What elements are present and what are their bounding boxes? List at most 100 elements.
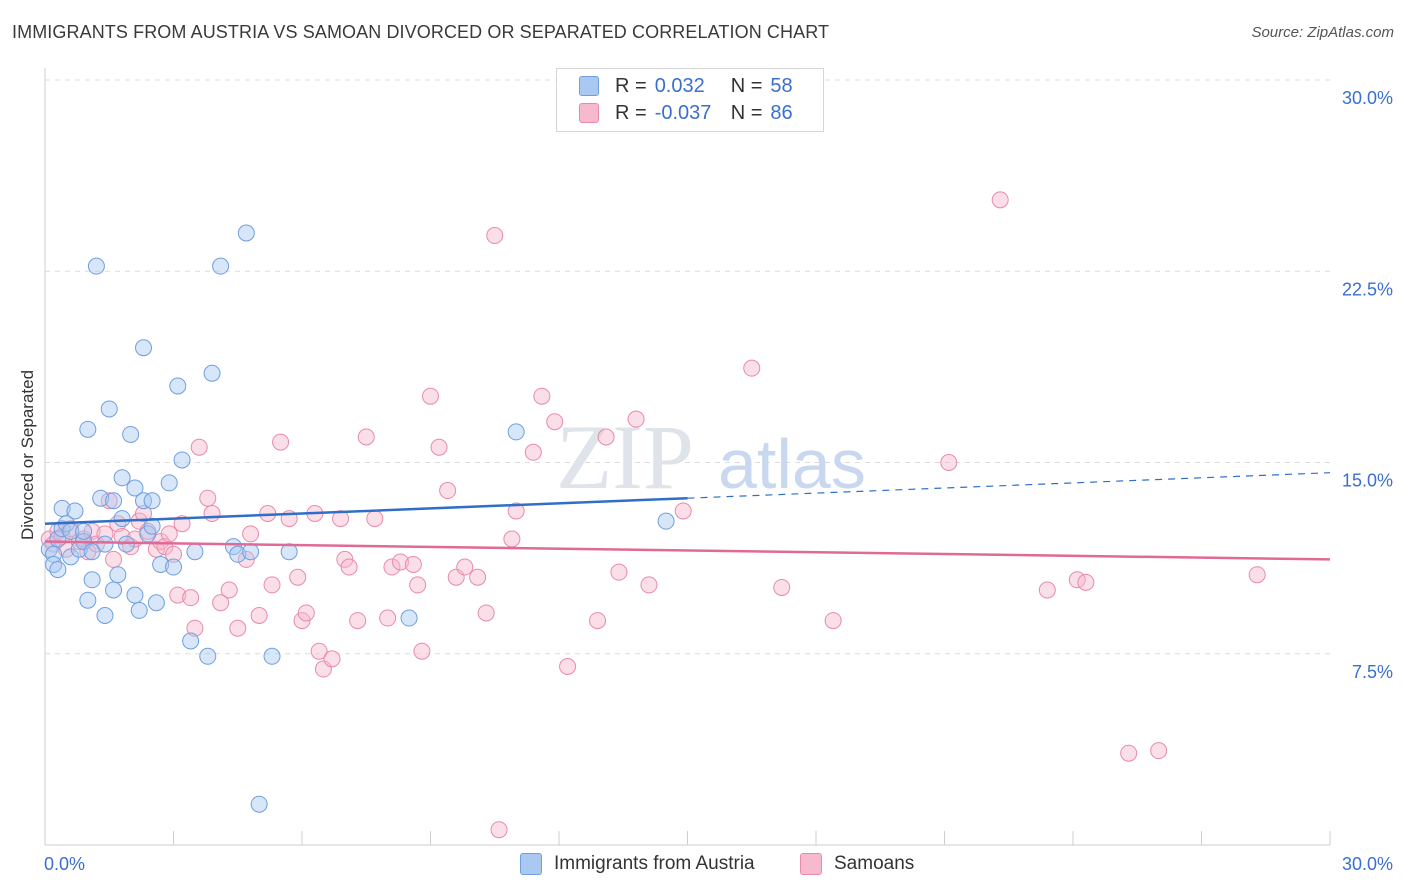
samoan-point	[1038, 581, 1056, 599]
samoan-point	[456, 558, 474, 576]
samoan-point	[323, 650, 341, 668]
r-label: R =	[615, 101, 647, 124]
samoan-point	[490, 821, 508, 839]
austria-point	[186, 543, 204, 561]
austria-point	[87, 257, 105, 275]
samoan-point	[383, 558, 401, 576]
austria-point	[169, 377, 187, 395]
samoan-point	[250, 607, 268, 624]
samoan-point	[340, 558, 358, 576]
x-tick-label: 0.0%	[44, 854, 85, 874]
austria-point	[83, 543, 101, 561]
austria-point	[135, 339, 153, 357]
samoan-point	[409, 576, 427, 594]
r-label: R =	[615, 74, 647, 97]
samoan-point	[105, 550, 123, 568]
austria-point	[224, 538, 242, 556]
austria-point	[83, 571, 101, 589]
samoan-point	[991, 191, 1009, 209]
austria-point	[135, 492, 153, 510]
legend-row-austria: R = 0.032 N = 58	[579, 74, 793, 98]
samoan-point	[293, 612, 311, 630]
samoan-point	[182, 589, 200, 607]
watermark-zip: ZIP	[556, 406, 694, 508]
austria-point	[75, 522, 93, 540]
samoan-point	[422, 387, 439, 405]
austria-point	[507, 423, 525, 441]
austria-point	[160, 474, 178, 492]
correlation-legend: R = 0.032 N = 58 R = -0.037 N = 86	[556, 68, 824, 132]
bottom-legend-austria: Immigrants from Austria	[520, 852, 755, 876]
samoan-point	[559, 658, 577, 675]
samoan-point	[242, 525, 260, 543]
samoan-point	[263, 576, 281, 594]
samoan-point	[190, 438, 208, 456]
austria-point	[237, 224, 255, 242]
samoan-points	[40, 191, 1266, 839]
austria-point	[49, 561, 67, 579]
austria-point	[117, 535, 135, 553]
austria-point	[126, 586, 144, 604]
samoan-point	[379, 609, 397, 627]
austria-point	[199, 647, 217, 665]
austria-point	[96, 607, 114, 624]
austria-point	[143, 492, 161, 510]
austria-point	[126, 479, 144, 497]
samoan-point	[413, 642, 431, 660]
austria-point	[242, 543, 260, 561]
austria-point	[173, 451, 191, 469]
samoan-point	[289, 568, 307, 586]
austria-point	[79, 420, 97, 438]
samoan-point	[165, 545, 182, 563]
samoan-point	[357, 428, 375, 446]
samoan-point	[310, 642, 328, 660]
austria-point	[400, 609, 418, 627]
samoan-point	[169, 586, 187, 604]
samoan-r-value: -0.037	[654, 101, 712, 124]
austria-r-value: 0.032	[654, 74, 705, 97]
watermark-atlas: atlas	[718, 425, 866, 503]
samoan-point	[507, 502, 525, 520]
samoan-point	[824, 612, 842, 630]
austria-legend-swatch	[520, 853, 542, 875]
austria-swatch	[579, 76, 599, 96]
samoan-point	[503, 530, 521, 548]
samoan-point	[1150, 742, 1168, 760]
austria-point	[92, 489, 110, 507]
watermark: ZIP atlas	[556, 406, 866, 508]
austria-point	[657, 512, 675, 530]
austria-point	[105, 581, 123, 599]
austria-point	[122, 425, 140, 443]
samoan-point	[349, 612, 367, 630]
samoan-point	[220, 581, 238, 599]
samoan-point	[533, 387, 551, 405]
austria-point	[79, 591, 97, 609]
austria-point	[250, 795, 268, 813]
samoan-point	[392, 553, 410, 571]
samoan-point	[1248, 566, 1266, 584]
austria-point	[66, 502, 84, 520]
samoan-point	[486, 227, 504, 245]
austria-point	[182, 632, 200, 650]
samoan-point	[610, 563, 628, 581]
samoan-point	[940, 454, 958, 471]
samoan-point	[229, 619, 247, 637]
samoan-swatch	[579, 103, 599, 123]
samoan-point	[404, 556, 422, 573]
samoan-point	[332, 510, 350, 528]
axes	[44, 68, 1331, 846]
samoan-point	[743, 359, 761, 377]
samoan-point	[589, 612, 607, 630]
x-tick-label: 30.0%	[1342, 854, 1393, 874]
samoan-point	[469, 568, 487, 586]
austria-point	[229, 545, 247, 563]
austria-legend-label: Immigrants from Austria	[554, 853, 755, 874]
austria-point	[100, 400, 118, 418]
austria-point	[96, 535, 114, 553]
samoan-point	[237, 550, 255, 568]
austria-point	[147, 594, 165, 612]
austria-point	[113, 469, 131, 487]
n-label: N =	[730, 74, 763, 97]
source-label: Source: ZipAtlas.com	[1251, 24, 1394, 41]
